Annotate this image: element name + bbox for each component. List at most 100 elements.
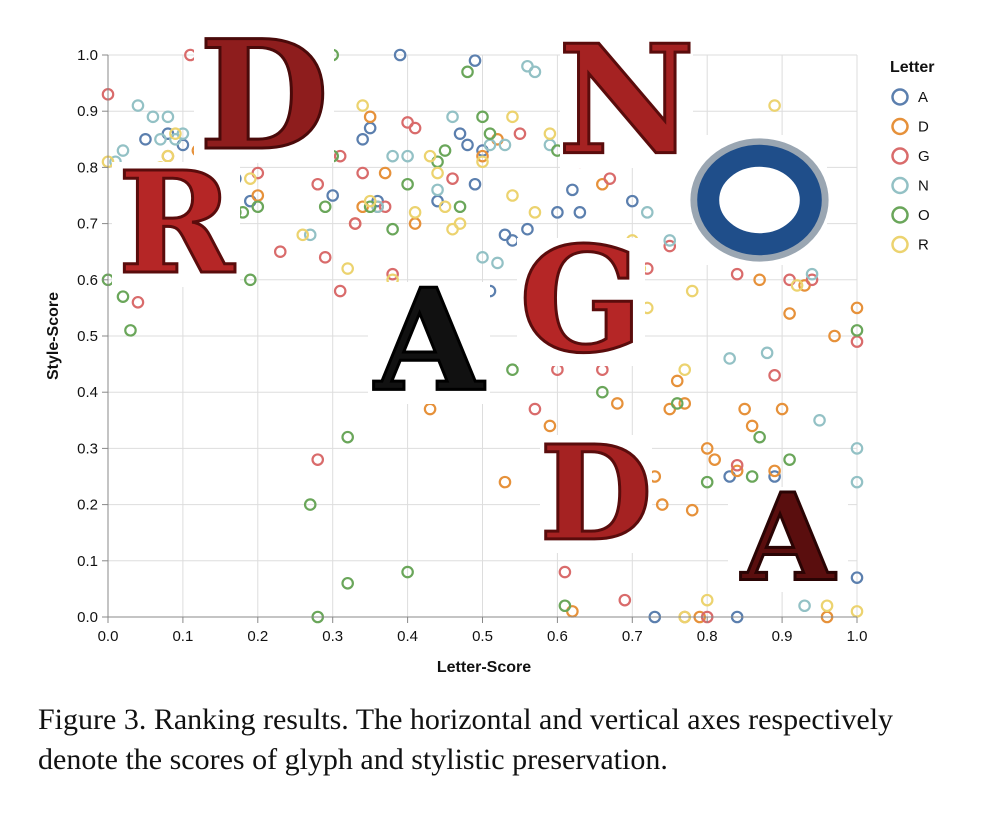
data-point-D <box>670 374 684 388</box>
letter-image-overlays: D NR GAD A <box>112 7 848 610</box>
y-tick-label: 0.9 <box>77 103 98 120</box>
data-point-N <box>476 251 489 264</box>
dragon-letter-r-glyph: R <box>118 142 236 306</box>
data-point-G <box>603 172 617 185</box>
dragon-letter-r: R <box>112 141 240 308</box>
data-point-D <box>730 464 744 478</box>
data-point-D <box>476 149 489 163</box>
data-point-A <box>506 234 519 247</box>
data-point-A <box>850 571 864 584</box>
data-point-A <box>363 121 377 135</box>
y-tick-label: 0.0 <box>77 609 98 626</box>
data-point-D <box>543 419 557 433</box>
dragon-letter-n-background <box>560 40 693 168</box>
data-point-N <box>176 127 190 140</box>
data-point-D <box>850 301 864 315</box>
data-point-O <box>596 385 609 399</box>
data-point-R <box>790 279 804 292</box>
data-point-G <box>348 217 362 230</box>
data-point-A <box>768 470 781 483</box>
data-point-N <box>798 599 811 613</box>
data-point-O <box>318 200 332 214</box>
dragon-letter-d-top-background <box>194 38 334 163</box>
letter-a-dark-glyph: A <box>740 467 836 608</box>
data-point-G <box>730 267 744 281</box>
data-point-O <box>745 470 759 483</box>
x-tick-label: 0.3 <box>322 628 343 645</box>
x-tick-label: 0.8 <box>697 628 718 645</box>
data-point-A <box>468 54 482 67</box>
data-point-N <box>760 346 774 360</box>
data-point-O <box>401 177 414 191</box>
data-point-N <box>154 133 167 146</box>
data-point-O <box>386 222 399 236</box>
x-axis-title: Letter-Score <box>437 659 531 676</box>
data-point-O <box>244 273 257 287</box>
data-point-D <box>700 442 714 455</box>
data-point-R <box>820 599 834 613</box>
data-point-O <box>476 110 489 124</box>
legend-label-N: N <box>918 178 929 195</box>
data-point-R <box>685 284 699 298</box>
dragon-letter-d-top-glyph: D <box>199 8 329 184</box>
data-point-G <box>131 295 145 309</box>
data-point-R <box>408 206 422 219</box>
data-point-O <box>783 453 796 466</box>
data-point-G <box>318 251 332 264</box>
data-point-R <box>506 110 519 124</box>
data-point-O <box>401 565 414 579</box>
data-point-N <box>850 475 864 489</box>
data-point-O <box>303 498 317 511</box>
figure-caption: Figure 3. Ranking results. The horizonta… <box>38 703 894 776</box>
data-point-O <box>753 430 766 444</box>
data-point-R <box>431 166 444 180</box>
legend-label-O: O <box>918 207 930 224</box>
y-tick-label: 0.7 <box>77 216 98 233</box>
data-point-N <box>146 110 160 124</box>
x-tick-label: 1.0 <box>847 628 868 645</box>
data-point-R <box>768 99 781 112</box>
dragon-letter-o-body <box>697 144 822 256</box>
dragon-letter-o <box>690 135 829 265</box>
data-point-G <box>513 127 527 140</box>
data-point-N <box>528 65 542 79</box>
data-point-D <box>753 273 766 287</box>
data-point-A <box>468 177 482 191</box>
x-tick-label: 0.1 <box>172 628 193 645</box>
data-point-A <box>139 133 152 146</box>
data-point-D <box>363 110 377 124</box>
legend-swatch-O <box>891 206 909 224</box>
dragon-letter-a-black-background <box>368 282 490 404</box>
data-point-N <box>850 442 864 455</box>
data-point-A <box>326 189 339 202</box>
data-point-N <box>491 256 504 270</box>
dragon-letter-n: N <box>556 11 696 190</box>
data-point-O <box>506 363 519 377</box>
dragon-letter-g-glyph: G <box>519 216 643 386</box>
data-point-G <box>311 453 325 466</box>
dragon-letter-g-background <box>517 238 645 366</box>
data-point-D <box>611 397 624 410</box>
dragon-letter-n-glyph: N <box>558 13 695 189</box>
data-point-G <box>401 116 414 129</box>
data-point-O <box>363 200 377 214</box>
data-point-R <box>161 149 175 163</box>
data-point-D <box>768 464 781 478</box>
data-point-N <box>401 149 414 163</box>
data-point-G <box>730 458 744 472</box>
x-tick-label: 0.7 <box>622 628 643 645</box>
data-point-R <box>244 172 257 185</box>
data-point-R <box>363 194 377 208</box>
data-point-R <box>438 200 452 214</box>
data-point-D <box>655 498 669 511</box>
legend-swatch-D <box>891 117 909 136</box>
legend-label-R: R <box>918 237 929 254</box>
legend-label-G: G <box>918 148 930 165</box>
data-point-O <box>483 127 497 140</box>
data-point-A <box>566 183 579 197</box>
data-point-D <box>685 503 699 517</box>
data-point-A <box>453 127 467 140</box>
data-point-O <box>700 475 714 489</box>
data-point-N <box>813 413 826 427</box>
